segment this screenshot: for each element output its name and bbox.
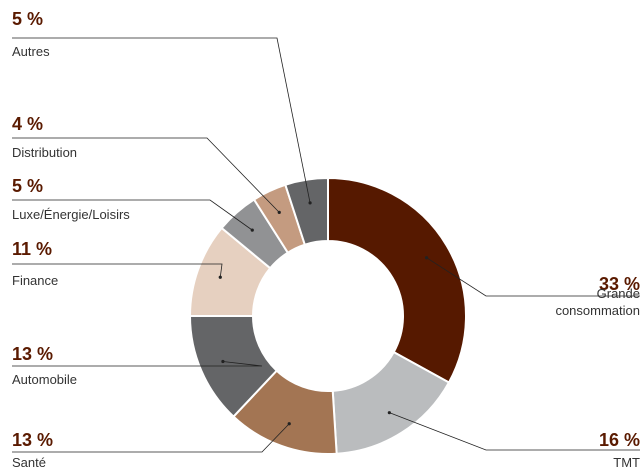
leader-dot-sante (287, 422, 291, 426)
leader-line-tmt (389, 412, 640, 451)
value-label-luxe-energie-loisirs: 5 % (12, 176, 43, 196)
category-label-automobile: Automobile (12, 372, 77, 387)
value-label-finance: 11 % (12, 239, 52, 259)
donut-slices (188, 176, 467, 455)
category-label-sante: Santé (12, 455, 46, 470)
category-label-finance: Finance (12, 273, 58, 288)
value-label-autres: 5 % (12, 9, 43, 29)
leader-dot-autres (308, 201, 312, 205)
leader-dot-tmt (387, 411, 391, 415)
leader-dot-distribution (277, 210, 281, 214)
leader-line-grande-consommation (426, 257, 640, 297)
leader-dot-luxe-energie-loisirs (250, 228, 254, 232)
leader-lines (12, 37, 640, 453)
leader-line-finance (12, 263, 223, 278)
leader-line-sante (12, 423, 290, 453)
leader-line-luxe-energie-loisirs (12, 199, 253, 231)
category-label-tmt: TMT (613, 455, 640, 470)
category-label-grande-consommation-line-1: Grande (597, 286, 640, 301)
value-label-automobile: 13 % (12, 344, 53, 364)
category-label-autres: Autres (12, 44, 50, 59)
category-label-distribution: Distribution (12, 145, 77, 160)
slice-grande-consommation (327, 176, 467, 384)
slice-autres (284, 176, 329, 246)
value-label-sante: 13 % (12, 430, 53, 450)
value-label-grande-consommation: 33 % (599, 274, 640, 294)
leader-dot-automobile (221, 359, 225, 364)
leader-dot-grande-consommation (424, 256, 429, 260)
value-label-tmt: 16 % (599, 430, 640, 450)
value-label-distribution: 4 % (12, 114, 43, 134)
slice-labels: 33 %Grande consommation 16 % TMT 13 % Santé 13… (12, 9, 640, 470)
leader-line-autres (12, 37, 311, 203)
category-label-luxe-energie-loisirs: Luxe/Énergie/Loisirs (12, 207, 130, 222)
leader-line-automobile (12, 361, 263, 367)
category-label-grande-consommation-line-2: consommation (555, 303, 640, 318)
leader-dot-finance (218, 275, 222, 279)
leader-line-distribution (12, 137, 280, 213)
